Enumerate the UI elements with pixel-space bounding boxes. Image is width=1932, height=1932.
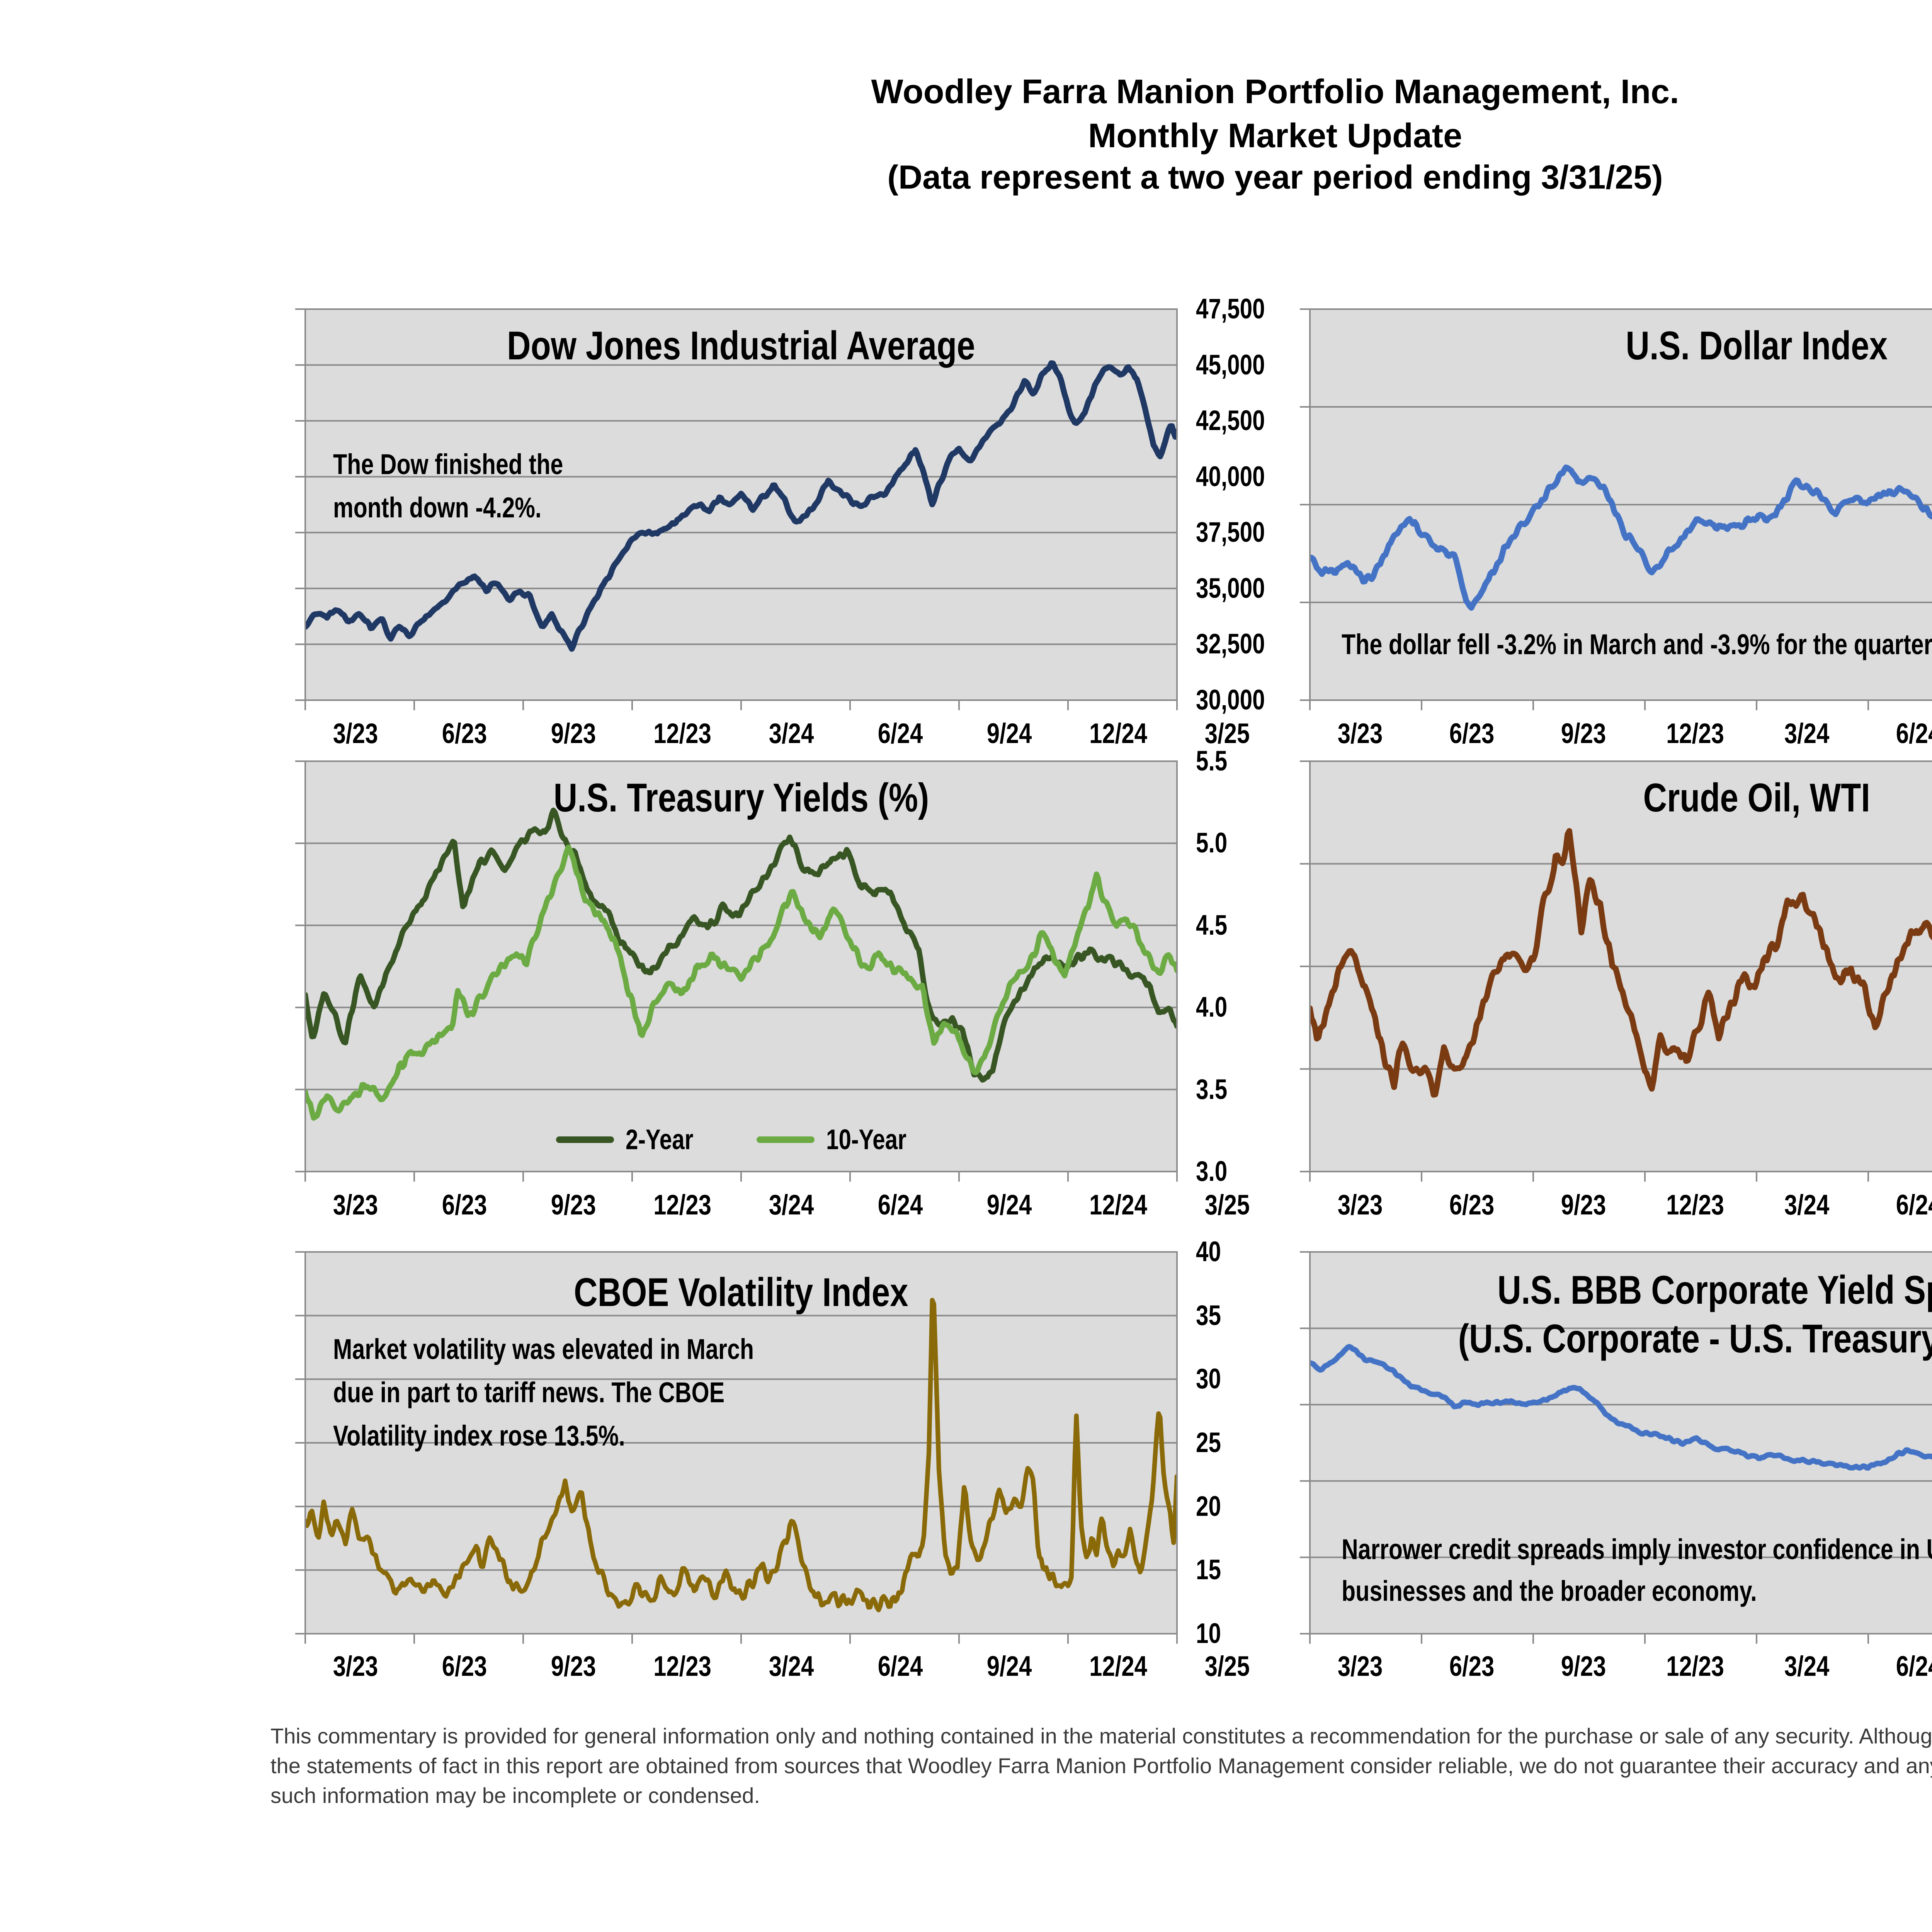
dow-x-axis-labels: 3/23 6/23 9/23 12/23 3/24 6/24 9/24 12/24 3/25	[333, 718, 1250, 749]
dow-y-axis-labels: 30,000 32,500 35,000 37,500 40,000 42,500 45,0…	[1196, 293, 1265, 716]
dow-chart-canvas	[295, 308, 1178, 710]
disclaimer-line: the statements of fact in this report ar…	[270, 1753, 1932, 1778]
legend-swatch-10-year	[756, 1136, 815, 1143]
page-title-period: (Data represent a two year period ending…	[887, 159, 1663, 196]
chart-title-crude: Crude Oil, WTI	[1643, 776, 1870, 820]
treasury-legend: 2-Year 10-Year	[305, 1124, 1177, 1156]
vix-chart-plot	[295, 1251, 1178, 1644]
dow-annotation: The Dow finished the month down -4.2%.	[333, 448, 563, 524]
disclaimer-line: such information may be incomplete or co…	[270, 1783, 760, 1808]
legend-item-10-year: 10-Year	[756, 1124, 927, 1156]
vix-x-axis-labels: 3/23 6/23 9/23 12/23 3/24 6/24 9/24 12/24 3/25	[333, 1651, 1250, 1682]
legend-label-2-year: 2-Year	[625, 1124, 693, 1155]
treasury-yields-chart-plot	[295, 760, 1178, 1182]
treasury-y-axis-labels: 3.0 3.5 4.0 4.5 5.0 5.5	[1196, 745, 1228, 1187]
bbb-spread-chart-plot	[1300, 1251, 1932, 1644]
vix-chart-canvas	[295, 1251, 1178, 1644]
page-title-report: Monthly Market Update	[1088, 116, 1463, 155]
legend-item-2-year: 2-Year	[556, 1124, 710, 1156]
treasury-chart-canvas	[295, 760, 1178, 1182]
dollar-chart-canvas	[1300, 308, 1932, 710]
vix-y-axis-labels: 10 15 20 25 30 35 40	[1196, 1236, 1221, 1649]
chart-title-vix: CBOE Volatility Index	[574, 1270, 908, 1315]
disclaimer: This commentary is provided for general …	[270, 1721, 1932, 1810]
crude-chart-canvas	[1300, 760, 1932, 1182]
page-title-company: Woodley Farra Manion Portfolio Managemen…	[871, 72, 1679, 111]
treasury-x-axis-labels: 3/23 6/23 9/23 12/23 3/24 6/24 9/24 12/24 3/25	[333, 1189, 1250, 1221]
dow-jones-chart-plot	[295, 308, 1178, 710]
chart-title-dow: Dow Jones Industrial Average	[507, 323, 975, 368]
crude-oil-chart-plot	[1300, 760, 1932, 1182]
bbb-annotation: Narrower credit spreads imply investor c…	[1342, 1533, 1932, 1607]
dollar-annotation: The dollar fell -3.2% in March and -3.9%…	[1342, 628, 1932, 660]
legend-swatch-2-year	[556, 1136, 614, 1143]
chart-title-bbb: U.S. BBB Corporate Yield Spread (U.S. Co…	[1458, 1268, 1932, 1361]
chart-title-dollar: U.S. Dollar Index	[1626, 323, 1888, 368]
legend-label-10-year: 10-Year	[826, 1124, 906, 1155]
chart-title-treasury: U.S. Treasury Yields (%)	[553, 776, 929, 820]
disclaimer-line: This commentary is provided for general …	[270, 1724, 1932, 1748]
bbb-chart-canvas	[1300, 1251, 1932, 1644]
vix-annotation: Market volatility was elevated in March …	[333, 1333, 754, 1452]
dollar-index-chart-plot	[1300, 308, 1932, 710]
